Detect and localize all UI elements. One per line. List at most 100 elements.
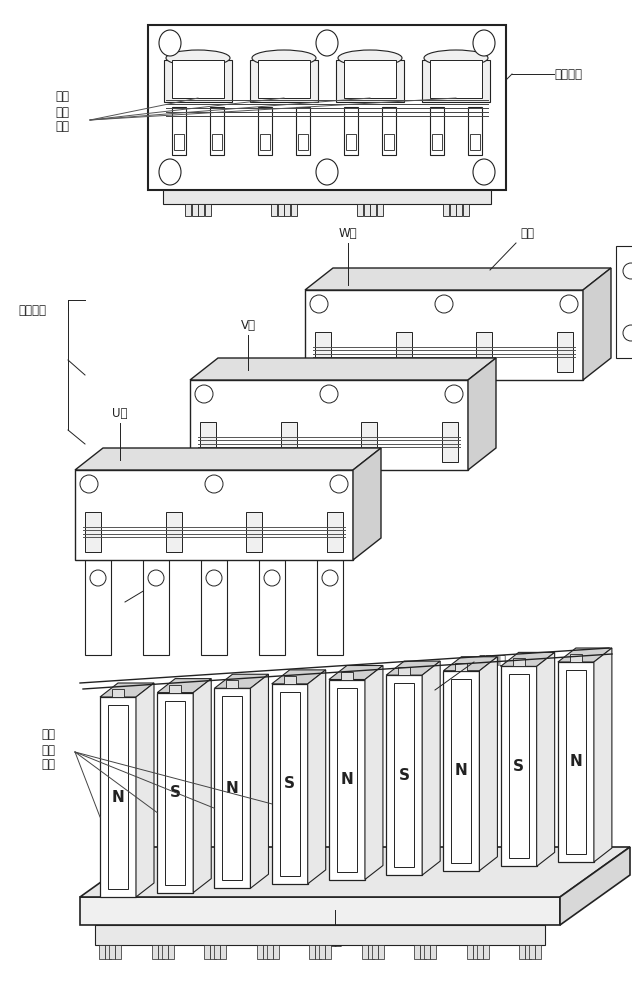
Ellipse shape xyxy=(205,475,223,493)
Bar xyxy=(220,945,226,959)
Bar xyxy=(164,60,232,102)
Bar xyxy=(172,60,224,98)
Polygon shape xyxy=(100,683,154,697)
Bar xyxy=(370,204,376,216)
Polygon shape xyxy=(558,648,612,662)
Bar xyxy=(422,60,490,102)
Ellipse shape xyxy=(166,50,230,66)
Bar xyxy=(143,560,169,655)
Bar xyxy=(172,107,186,155)
Polygon shape xyxy=(480,657,497,871)
Bar xyxy=(377,204,383,216)
Bar xyxy=(367,945,374,959)
Bar xyxy=(80,897,560,925)
Bar xyxy=(557,332,573,372)
Bar xyxy=(432,134,442,150)
Bar xyxy=(100,697,136,897)
Ellipse shape xyxy=(316,30,338,56)
Bar xyxy=(309,945,315,959)
Ellipse shape xyxy=(206,570,222,586)
Bar xyxy=(372,945,377,959)
Text: 永久磁铁: 永久磁铁 xyxy=(478,654,506,666)
Ellipse shape xyxy=(80,475,98,493)
Bar xyxy=(246,512,262,552)
Bar xyxy=(85,512,101,552)
Bar xyxy=(424,945,430,959)
Bar xyxy=(344,60,396,98)
Polygon shape xyxy=(560,847,630,925)
Bar xyxy=(296,107,310,155)
Polygon shape xyxy=(193,679,211,893)
Bar xyxy=(482,945,489,959)
Ellipse shape xyxy=(264,570,280,586)
Bar xyxy=(317,560,343,655)
Bar xyxy=(166,512,181,552)
Polygon shape xyxy=(75,448,381,470)
Bar xyxy=(525,945,531,959)
Ellipse shape xyxy=(310,295,328,313)
Bar xyxy=(456,204,462,216)
Ellipse shape xyxy=(159,159,181,185)
Bar xyxy=(377,945,384,959)
Bar xyxy=(105,945,111,959)
Bar xyxy=(327,512,343,552)
Ellipse shape xyxy=(473,159,495,185)
Text: S: S xyxy=(399,768,410,783)
Ellipse shape xyxy=(424,50,488,66)
Bar xyxy=(535,945,541,959)
Bar xyxy=(198,204,204,216)
Polygon shape xyxy=(329,666,383,680)
Bar xyxy=(430,107,444,155)
Bar xyxy=(226,680,238,688)
Polygon shape xyxy=(308,670,325,884)
Bar xyxy=(430,60,482,98)
Bar xyxy=(344,107,358,155)
Bar xyxy=(109,945,115,959)
Polygon shape xyxy=(386,661,440,675)
Bar xyxy=(477,332,492,372)
Bar xyxy=(272,945,279,959)
Bar xyxy=(258,60,310,98)
Polygon shape xyxy=(422,661,440,875)
Text: W相: W相 xyxy=(339,227,357,240)
Bar xyxy=(200,422,216,462)
Text: S: S xyxy=(170,785,181,800)
Bar xyxy=(260,134,270,150)
Bar xyxy=(398,667,410,675)
Ellipse shape xyxy=(90,570,106,586)
Bar xyxy=(329,680,365,880)
Bar xyxy=(167,945,174,959)
Ellipse shape xyxy=(252,50,316,66)
Bar xyxy=(529,945,535,959)
Bar xyxy=(272,684,308,884)
Bar xyxy=(214,688,250,888)
Text: U相: U相 xyxy=(112,407,128,420)
Bar xyxy=(267,945,272,959)
Text: N: N xyxy=(112,790,125,804)
Bar xyxy=(298,134,308,150)
Bar xyxy=(315,332,331,372)
Bar xyxy=(280,692,300,876)
Bar xyxy=(319,945,325,959)
Bar xyxy=(473,945,478,959)
Bar xyxy=(451,679,471,863)
Bar xyxy=(364,204,370,216)
Bar xyxy=(616,246,632,358)
Polygon shape xyxy=(136,683,154,897)
Text: N: N xyxy=(226,781,239,796)
Bar xyxy=(501,666,537,866)
Bar xyxy=(152,945,157,959)
Ellipse shape xyxy=(473,30,495,56)
Text: 永久
磁铁
模块: 永久 磁铁 模块 xyxy=(55,91,69,133)
Bar xyxy=(259,560,285,655)
Bar xyxy=(336,60,404,102)
Polygon shape xyxy=(250,674,269,888)
Polygon shape xyxy=(594,648,612,862)
Bar xyxy=(222,696,243,880)
Bar xyxy=(396,332,411,372)
Bar xyxy=(315,945,321,959)
Text: 电枢模块: 电枢模块 xyxy=(554,68,582,81)
Bar xyxy=(337,688,357,871)
Bar xyxy=(284,676,296,684)
Bar xyxy=(566,670,586,854)
